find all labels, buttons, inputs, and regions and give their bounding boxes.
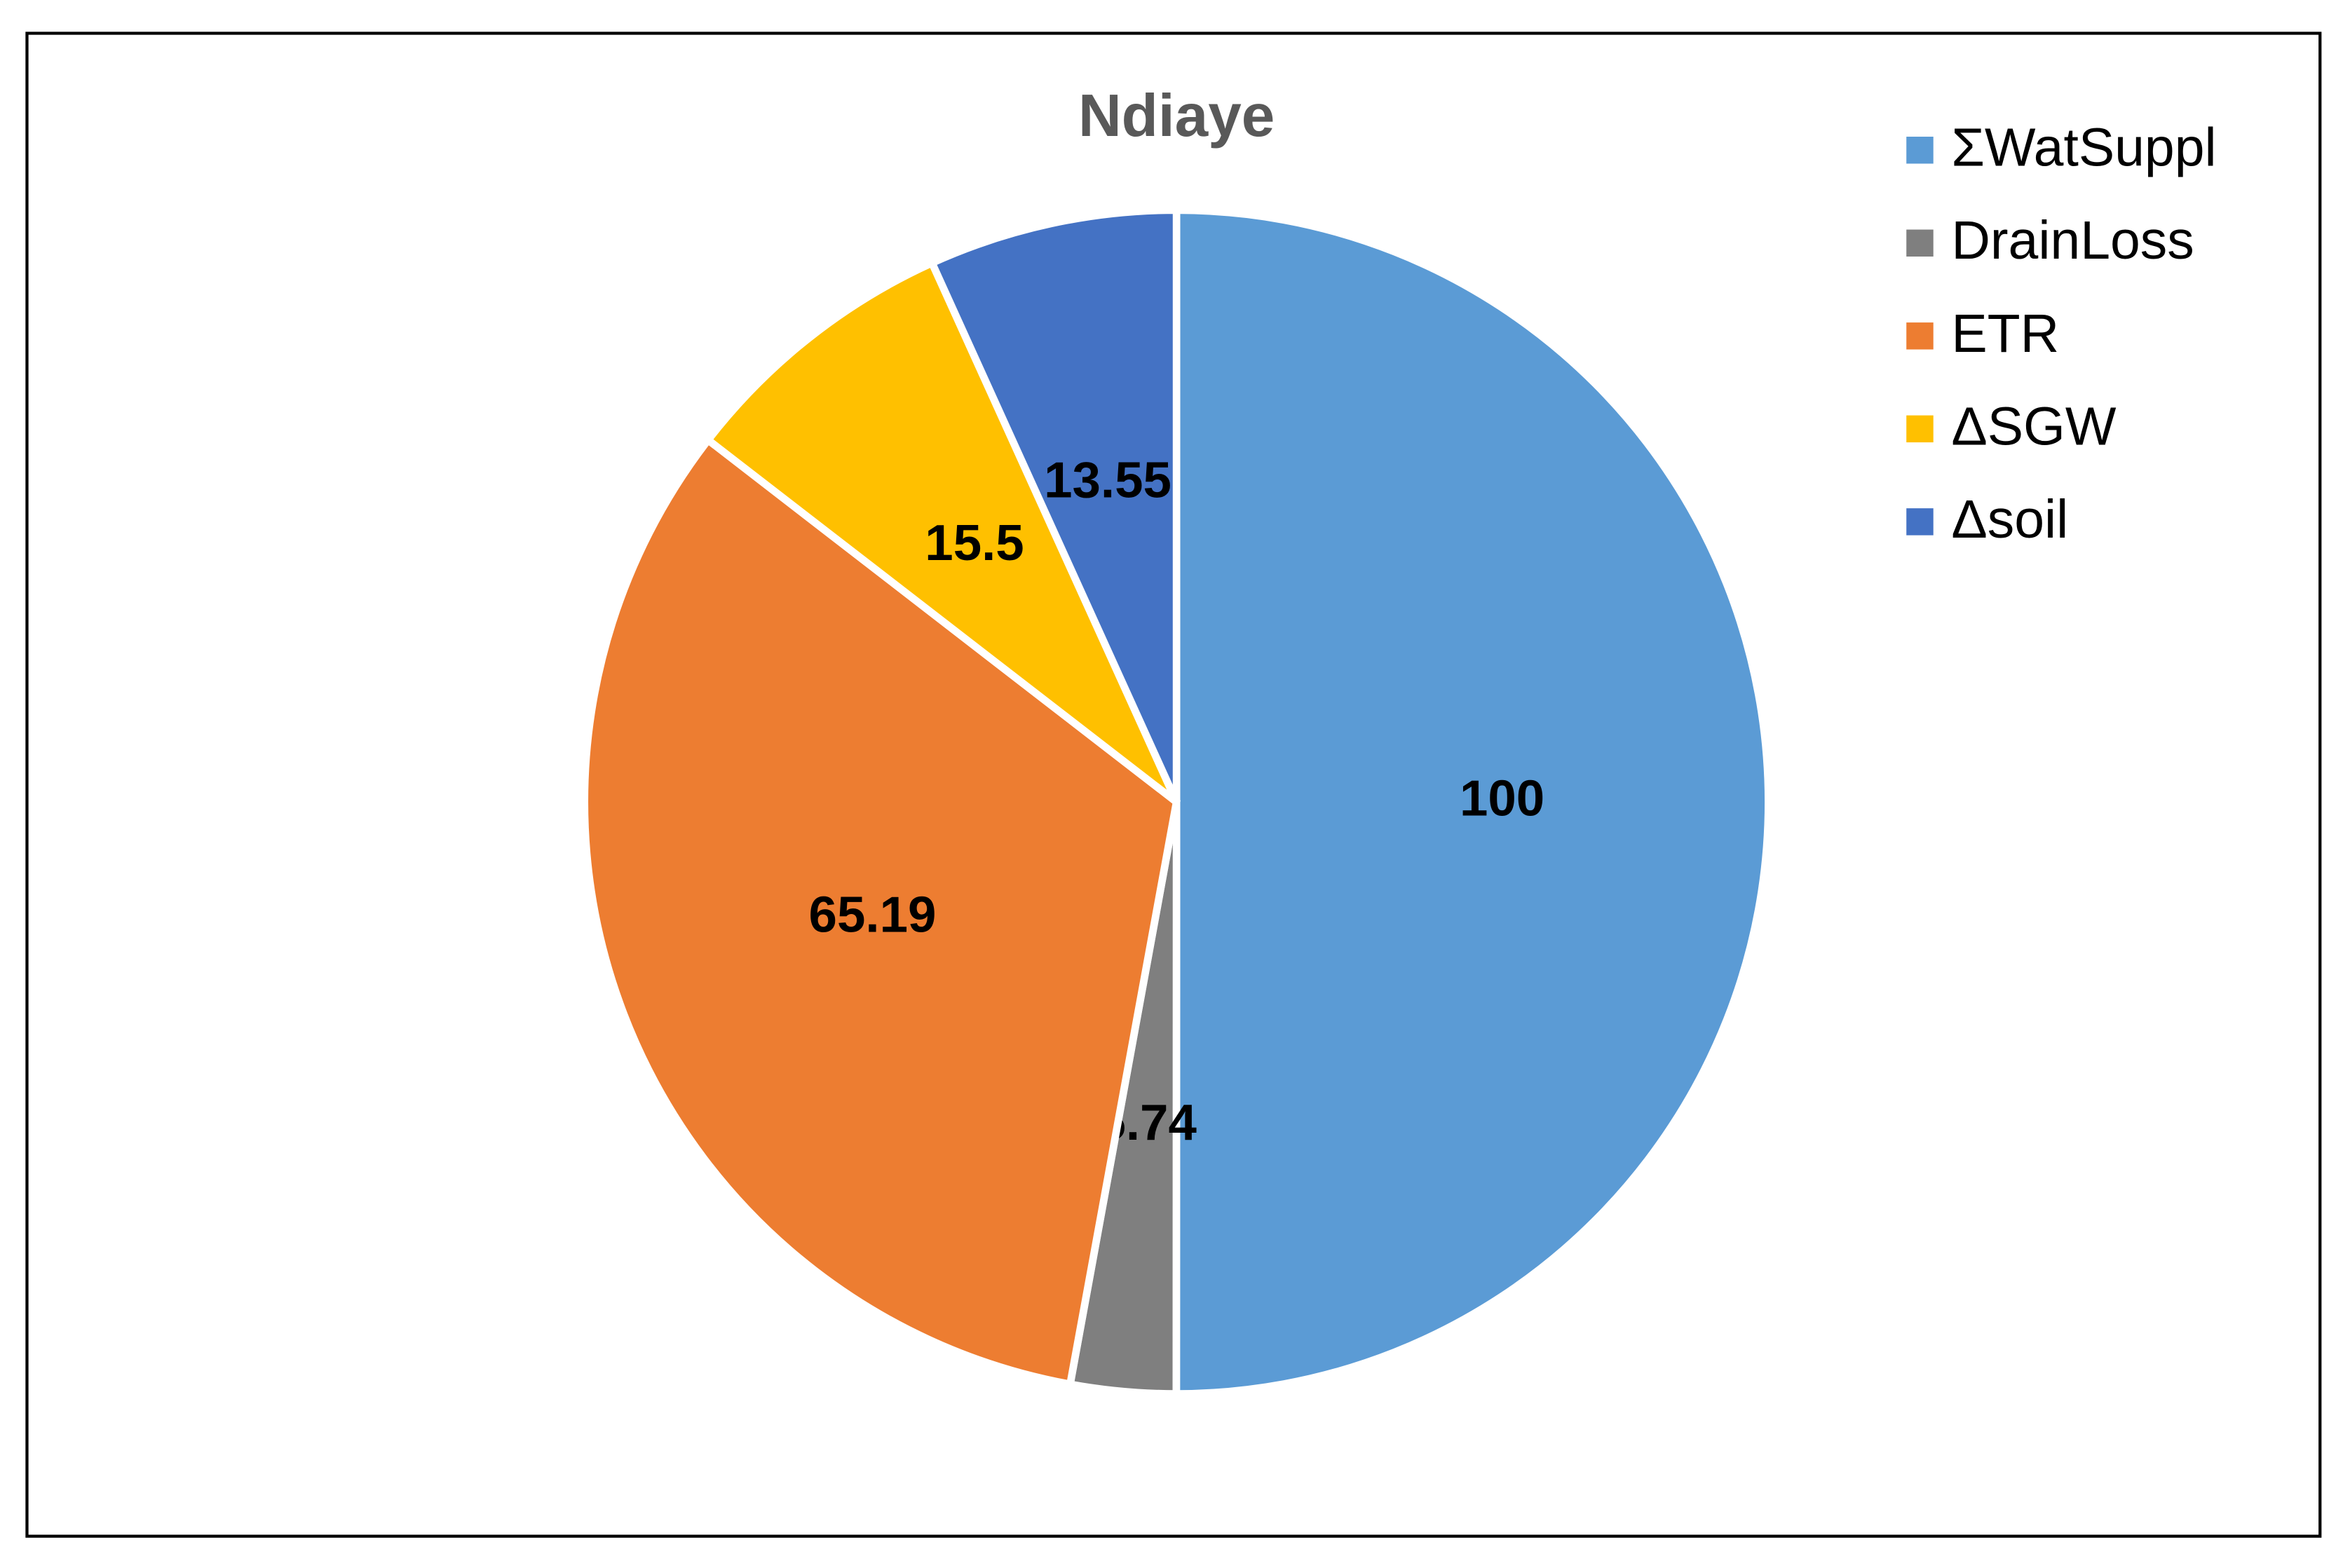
- pie-slice: [927, 206, 1181, 804]
- legend-swatch: [1906, 415, 1934, 443]
- pie-slice: [702, 258, 1181, 805]
- legend-swatch: [1906, 508, 1934, 536]
- data-label: 100: [1460, 770, 1544, 826]
- pie-slice: [580, 435, 1181, 1389]
- data-label: 65.19: [809, 887, 937, 943]
- data-label: 15.5: [925, 514, 1024, 571]
- legend-label: ΣWatSuppl: [1951, 118, 2216, 178]
- legend-label: ETR: [1951, 304, 2059, 364]
- legend-swatch: [1906, 229, 1934, 257]
- legend-swatch: [1906, 136, 1934, 164]
- data-label: 13.55: [1044, 451, 1171, 508]
- legend-swatch: [1906, 322, 1934, 350]
- legend-label: Δsoil: [1951, 489, 2068, 550]
- pie-slice: [1172, 206, 1772, 1398]
- legend-label: DrainLoss: [1951, 210, 2194, 271]
- legend-label: ΔSGW: [1951, 396, 2117, 456]
- chart-title: Ndiaye: [1078, 83, 1275, 149]
